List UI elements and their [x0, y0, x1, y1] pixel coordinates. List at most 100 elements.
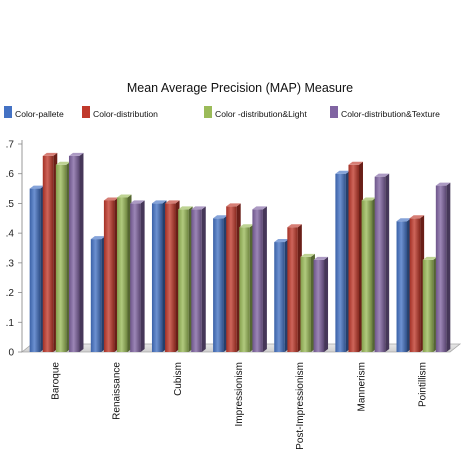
bar-top — [252, 206, 267, 210]
bar — [90, 236, 106, 352]
x-axis-categories: Baroque Renaissance Cubism Impressionism Pos… — [51, 362, 429, 450]
y-axis-ticks: .7 .6 .5 .4 .3 .2 .1 0 — [6, 140, 22, 359]
category-label: Cubism — [173, 362, 184, 396]
bar-side — [446, 182, 451, 352]
category-label: Pointillism — [417, 362, 428, 407]
legend-swatch — [204, 106, 212, 118]
bar-top — [361, 197, 377, 201]
bar — [239, 224, 254, 352]
legend-item: Color-distribution&Texture — [330, 106, 440, 119]
bar-front — [274, 242, 285, 352]
bar — [252, 206, 267, 352]
bar-front — [396, 221, 408, 352]
bar — [435, 182, 451, 352]
bar-top — [55, 161, 71, 165]
bar — [130, 200, 145, 352]
bar — [287, 224, 302, 352]
bar-top — [374, 173, 390, 177]
legend-label: Color -distribution&Light — [215, 109, 307, 119]
bar-front — [165, 203, 176, 352]
bar-front — [117, 197, 128, 352]
bar-front — [55, 164, 67, 352]
bar-front — [103, 200, 115, 352]
bar-top — [348, 161, 363, 165]
bar-top — [191, 206, 206, 210]
bar — [374, 173, 390, 352]
bar-top — [335, 170, 350, 174]
y-tick-label: .2 — [6, 288, 15, 299]
bar-front — [130, 203, 141, 352]
bar-front — [422, 259, 434, 352]
bar — [335, 170, 350, 352]
bar — [274, 239, 289, 352]
bar-front — [226, 206, 237, 352]
bar-front — [435, 185, 447, 352]
bar — [226, 203, 241, 352]
legend-label: Color-pallete — [15, 109, 64, 119]
bar-top — [29, 185, 45, 189]
bar-top — [287, 224, 302, 228]
bar-top — [300, 253, 315, 257]
y-tick-label: .4 — [6, 229, 15, 240]
y-tick-label: .5 — [6, 199, 15, 210]
bar — [191, 206, 206, 352]
bar-front — [90, 239, 102, 352]
bar-front — [361, 200, 373, 352]
bar-top — [130, 200, 145, 204]
y-tick-label: .1 — [6, 318, 15, 329]
bar — [68, 152, 84, 352]
y-tick-label: 0 — [8, 348, 14, 359]
bar-front — [252, 209, 263, 352]
bar-top — [274, 239, 289, 243]
bar-top — [409, 215, 425, 219]
bar-side — [262, 206, 267, 352]
bar-front — [191, 209, 202, 352]
bar-top — [213, 215, 228, 219]
legend-swatch — [4, 106, 12, 118]
legend-item: Color -distribution&Light — [204, 106, 307, 119]
bar-front — [313, 259, 325, 352]
bar — [29, 185, 45, 352]
legend-swatch — [330, 106, 338, 118]
bar — [361, 197, 377, 352]
bar — [313, 256, 329, 352]
bar-front — [239, 227, 250, 352]
bar-front — [29, 188, 41, 352]
bar-front — [213, 218, 224, 352]
bar-top — [117, 194, 132, 198]
bar-front — [178, 209, 189, 352]
bar-top — [313, 256, 329, 260]
chart-legend: Color-pallete Color-distribution Color -di… — [4, 106, 440, 119]
bar-top — [422, 256, 438, 260]
category-label: Mannerism — [356, 362, 367, 411]
category-label: Baroque — [51, 362, 62, 400]
bar — [117, 194, 132, 352]
bar-top — [68, 152, 84, 156]
bar-side — [385, 173, 390, 352]
bar — [300, 253, 315, 352]
bar — [422, 256, 438, 352]
legend-item: Color-pallete — [4, 106, 64, 119]
bar-front — [68, 155, 80, 352]
legend-label: Color-distribution&Texture — [341, 109, 440, 119]
bar — [55, 161, 71, 352]
bar-front — [374, 176, 386, 352]
bar-front — [409, 218, 421, 352]
bar-top — [396, 218, 412, 222]
chart-title: Mean Average Precision (MAP) Measure — [127, 81, 353, 95]
bar — [348, 161, 363, 352]
bar-front — [151, 203, 163, 352]
bar — [409, 215, 425, 352]
bar-top — [103, 197, 119, 201]
bar-top — [42, 152, 58, 156]
bar-top — [435, 182, 451, 186]
bar — [165, 200, 180, 352]
bar-front — [300, 256, 311, 352]
bar-side — [201, 206, 206, 352]
bar-top — [226, 203, 241, 207]
category-label: Renaissance — [112, 362, 123, 420]
bar — [42, 152, 58, 352]
bar-front — [335, 173, 346, 352]
bar-top — [165, 200, 180, 204]
